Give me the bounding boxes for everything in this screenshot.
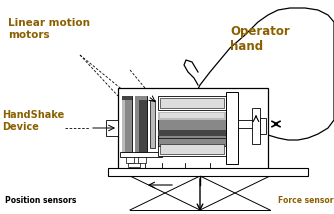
Bar [122,96,125,152]
Bar [160,98,224,108]
Bar [106,120,118,136]
Bar [108,168,308,176]
Bar [128,163,140,167]
Bar [158,138,226,146]
Bar [158,112,226,120]
Bar [160,144,224,154]
Bar [122,96,132,152]
Bar [122,96,132,100]
Bar [238,120,256,128]
Bar [150,100,155,148]
Bar [226,92,238,164]
Bar [158,96,226,110]
Bar [158,130,226,136]
Bar [118,88,268,170]
Bar [135,96,147,100]
Text: Operator
hand: Operator hand [230,25,290,53]
Bar [126,157,134,163]
Bar [138,157,146,163]
Text: Linear motion
motors: Linear motion motors [8,18,90,40]
Bar [158,142,226,156]
Text: Force sensors: Force sensors [278,196,334,205]
Bar [135,96,139,152]
Bar [158,112,226,140]
Text: Position sensors: Position sensors [5,196,76,205]
Bar [120,152,162,157]
Text: HandShake
Device: HandShake Device [2,110,64,132]
Bar [260,118,266,134]
Bar [135,96,147,152]
Bar [160,113,224,118]
Bar [252,108,260,144]
